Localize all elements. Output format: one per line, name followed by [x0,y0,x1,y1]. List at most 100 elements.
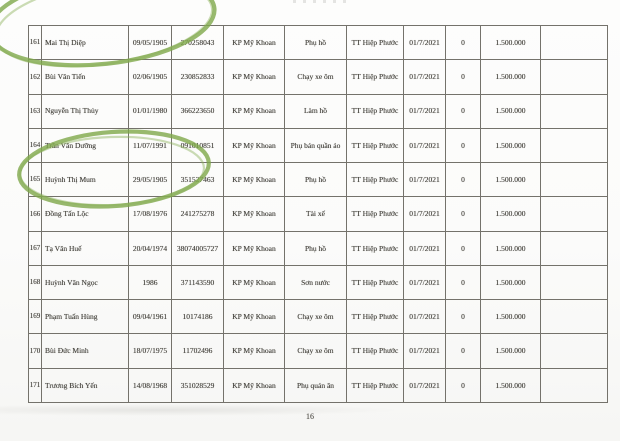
cell-date: 01/7/2021 [403,93,446,129]
cell-amount: 1.500.000 [480,264,541,301]
cell-count: 0 [445,162,481,198]
cell-id-number: 270258043 [171,24,224,61]
cell-birthdate: 02/06/1905 [128,59,172,95]
cell-id-number: 10174186 [171,299,224,335]
cell-occupation: Phụ bán quần áo [284,127,347,164]
cell-name: Nguyễn Thị Thủy [41,93,129,129]
cell-amount: 1.500.000 [480,93,541,129]
cell-stt: 171 [28,367,42,404]
cell-amount: 1.500.000 [480,162,541,198]
cell-ward: KP Mỹ Khoan [223,162,285,198]
table-row: 167 Tạ Văn Huế 20/04/1974 38074005727 KP… [28,230,608,266]
cell-occupation: Phụ hồ [284,162,347,198]
cell-amount: 1.500.000 [480,333,541,369]
cell-birthdate: 1986 [128,264,172,301]
cell-town: TT Hiệp Phước [346,264,404,301]
cell-birthdate: 29/05/1905 [128,162,172,198]
cell-name: Tạ Văn Huế [41,230,129,266]
cell-town: TT Hiệp Phước [346,59,404,95]
cell-birthdate: 11/07/1991 [128,127,172,164]
cell-stt: 162 [28,59,42,95]
table-row: 168 Huỳnh Văn Ngọc 1986 371143590 KP Mỹ … [28,264,608,301]
cell-date: 01/7/2021 [403,24,446,61]
cell-stt: 164 [28,127,42,164]
cell-name: Huỳnh Văn Ngọc [41,264,129,301]
cell-birthdate: 17/08/1976 [128,196,172,232]
cell-stt: 168 [28,264,42,301]
cell-count: 0 [445,299,481,335]
cell-id-number: 230852833 [171,59,224,95]
cell-town: TT Hiệp Phước [346,299,404,335]
table-row: 166 Đồng Tấn Lộc 17/08/1976 241275278 KP… [28,196,608,232]
cell-stt: 163 [28,93,42,129]
cell-date: 01/7/2021 [403,299,446,335]
cell-note [540,299,608,335]
cell-date: 01/7/2021 [403,196,446,232]
table-row: 164 Trần Văn Dưỡng 11/07/1991 091010851 … [28,127,608,164]
cell-town: TT Hiệp Phước [346,162,404,198]
table-row: 170 Bùi Đức Minh 18/07/1975 11702496 KP … [28,333,608,369]
cell-name: Trần Văn Dưỡng [41,127,129,164]
cell-count: 0 [445,264,481,301]
table-row: 161 Mai Thị Diệp 09/05/1905 270258043 KP… [28,24,608,61]
cell-id-number: 371143590 [171,264,224,301]
cell-town: TT Hiệp Phước [346,93,404,129]
cell-count: 0 [445,367,481,404]
table-row: 171 Trương Bích Yến 14/08/1968 351028529… [28,367,608,404]
cell-count: 0 [445,333,481,369]
cell-amount: 1.500.000 [480,59,541,95]
cell-count: 0 [445,24,481,61]
cell-ward: KP Mỹ Khoan [223,264,285,301]
cell-date: 01/7/2021 [403,333,446,369]
cell-town: TT Hiệp Phước [346,333,404,369]
cell-note [540,230,608,266]
cell-amount: 1.500.000 [480,367,541,404]
cell-id-number: 38074005727 [171,230,224,266]
cell-date: 01/7/2021 [403,59,446,95]
cell-name: Bùi Đức Minh [41,333,129,369]
cell-name: Mai Thị Diệp [41,24,129,61]
cell-date: 01/7/2021 [403,367,446,404]
cell-amount: 1.500.000 [480,230,541,266]
cell-stt: 161 [28,24,42,61]
cell-ward: KP Mỹ Khoan [223,196,285,232]
cell-date: 01/7/2021 [403,127,446,164]
cell-occupation: Phụ hồ [284,24,347,61]
cell-amount: 1.500.000 [480,127,541,164]
cell-town: TT Hiệp Phước [346,127,404,164]
scan-shadow-smudge [0,404,400,416]
cell-ward: KP Mỹ Khoan [223,299,285,335]
cell-count: 0 [445,230,481,266]
cell-ward: KP Mỹ Khoan [223,59,285,95]
cell-id-number: 351527463 [171,162,224,198]
cell-count: 0 [445,59,481,95]
cell-note [540,127,608,164]
cell-id-number: 241275278 [171,196,224,232]
cell-birthdate: 20/04/1974 [128,230,172,266]
cell-occupation: Chạy xe ôm [284,59,347,95]
cell-date: 01/7/2021 [403,264,446,301]
cell-occupation: Làm hồ [284,93,347,129]
cell-occupation: Chạy xe ôm [284,333,347,369]
cell-note [540,93,608,129]
table-row: 169 Phạm Tuấn Hùng 09/04/1961 10174186 K… [28,299,608,335]
cell-id-number: 366223650 [171,93,224,129]
cell-note [540,59,608,95]
cell-stt: 166 [28,196,42,232]
cell-name: Đồng Tấn Lộc [41,196,129,232]
scan-edge-artifact [293,0,349,3]
cell-town: TT Hiệp Phước [346,230,404,266]
cell-birthdate: 09/04/1961 [128,299,172,335]
cell-town: TT Hiệp Phước [346,196,404,232]
cell-stt: 169 [28,299,42,335]
cell-id-number: 091010851 [171,127,224,164]
cell-stt: 165 [28,162,42,198]
cell-note [540,333,608,369]
cell-date: 01/7/2021 [403,162,446,198]
cell-note [540,162,608,198]
table-row: 163 Nguyễn Thị Thủy 01/01/1980 366223650… [28,93,608,129]
cell-ward: KP Mỹ Khoan [223,93,285,129]
cell-id-number: 11702496 [171,333,224,369]
table-row: 165 Huỳnh Thị Mum 29/05/1905 351527463 K… [28,162,608,198]
